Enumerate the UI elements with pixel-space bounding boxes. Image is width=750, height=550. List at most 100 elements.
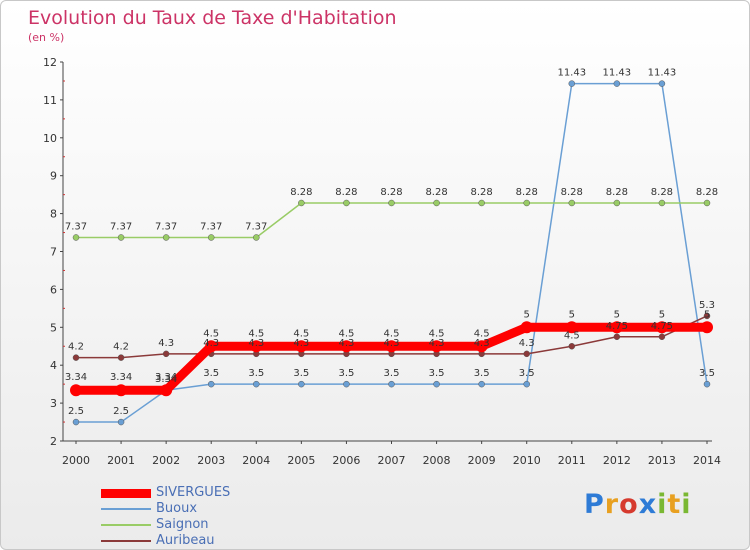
data-point xyxy=(70,384,82,397)
data-point xyxy=(610,321,623,334)
data-label: 8.28 xyxy=(290,187,312,198)
y-tick-label: 2 xyxy=(50,435,57,448)
data-label: 3.5 xyxy=(474,368,490,379)
y-tick-label: 6 xyxy=(50,283,57,296)
data-point xyxy=(343,380,350,388)
data-label: 4.2 xyxy=(68,342,84,353)
data-point xyxy=(565,321,578,334)
data-point xyxy=(475,340,488,353)
unit-label: (en %) xyxy=(28,31,65,44)
data-point xyxy=(388,380,395,388)
data-point xyxy=(117,234,125,241)
data-point xyxy=(298,380,305,388)
data-label: 8.28 xyxy=(380,187,402,198)
data-label: 4.3 xyxy=(203,338,219,349)
data-point xyxy=(253,380,260,388)
data-point xyxy=(162,350,170,358)
data-label: 4.5 xyxy=(474,328,490,339)
data-point xyxy=(701,321,713,334)
data-label: 3.5 xyxy=(384,368,400,379)
data-label: 4.5 xyxy=(564,330,580,341)
chart-title: Evolution du Taux de Taxe d'Habitation xyxy=(28,7,397,29)
data-point xyxy=(430,340,443,353)
legend-swatch xyxy=(101,524,151,526)
data-point xyxy=(343,199,350,207)
y-tick-label: 9 xyxy=(50,170,57,183)
x-tick-label: 2002 xyxy=(152,454,180,467)
y-tick-label: 8 xyxy=(50,208,57,221)
data-label: 11.43 xyxy=(648,68,677,79)
data-point xyxy=(250,340,263,353)
data-label: 4.2 xyxy=(113,342,129,353)
data-point xyxy=(72,418,80,426)
data-label: 4.3 xyxy=(248,338,264,349)
data-point xyxy=(72,234,80,241)
x-tick-label: 2001 xyxy=(107,454,135,467)
data-label: 4.3 xyxy=(338,338,354,349)
data-point xyxy=(568,199,576,207)
data-point xyxy=(295,340,308,353)
x-tick-label: 2013 xyxy=(648,454,676,467)
y-tick-label: 5 xyxy=(50,321,57,334)
data-point xyxy=(433,380,440,388)
data-point xyxy=(703,312,711,320)
data-label: 3.34 xyxy=(155,372,177,383)
legend-swatch xyxy=(101,540,151,542)
data-label: 8.28 xyxy=(561,187,583,198)
y-tick-label: 12 xyxy=(43,56,57,69)
data-point xyxy=(385,340,398,353)
data-label: 4.5 xyxy=(384,328,400,339)
data-label: 8.28 xyxy=(335,187,357,198)
data-label: 5 xyxy=(614,309,620,320)
data-label: 3.5 xyxy=(248,368,264,379)
data-point xyxy=(703,380,711,388)
data-label: 3.34 xyxy=(110,372,132,383)
data-point xyxy=(72,354,80,361)
data-point xyxy=(613,199,621,207)
data-label: 3.5 xyxy=(203,368,219,379)
data-label: 8.28 xyxy=(606,187,628,198)
data-label: 3.5 xyxy=(519,368,535,379)
y-tick-label: 10 xyxy=(43,132,57,145)
data-label: 4.75 xyxy=(606,321,628,332)
data-point xyxy=(205,340,218,353)
data-label: 3.34 xyxy=(65,372,87,383)
data-point xyxy=(253,234,260,241)
data-point xyxy=(613,333,621,341)
x-tick-label: 2012 xyxy=(603,454,631,467)
data-point xyxy=(658,80,666,87)
legend-label: Buoux xyxy=(156,501,198,516)
legend-label: Saignon xyxy=(156,517,209,532)
x-tick-label: 2000 xyxy=(62,454,90,467)
y-tick-label: 7 xyxy=(50,246,57,259)
legend-label: Auribeau xyxy=(156,533,215,548)
data-label: 4.3 xyxy=(293,338,309,349)
data-label: 4.3 xyxy=(158,338,174,349)
data-point xyxy=(115,384,128,397)
data-point xyxy=(658,333,666,341)
y-tick-label: 4 xyxy=(50,359,57,372)
data-label: 7.37 xyxy=(245,221,267,232)
data-label: 8.28 xyxy=(516,187,538,198)
x-tick-label: 2003 xyxy=(197,454,225,467)
data-label: 4.3 xyxy=(384,338,400,349)
x-tick-label: 2014 xyxy=(693,454,721,467)
data-point xyxy=(388,199,395,207)
data-label: 8.28 xyxy=(651,187,673,198)
data-label: 5 xyxy=(569,309,575,320)
data-point xyxy=(162,234,170,241)
data-label: 4.3 xyxy=(429,338,445,349)
data-point xyxy=(613,80,621,87)
data-label: 7.37 xyxy=(200,221,222,232)
legend-swatch xyxy=(101,508,151,510)
data-point xyxy=(478,380,485,388)
data-label: 5 xyxy=(659,309,665,320)
data-label: 3.5 xyxy=(699,368,715,379)
data-label: 3.5 xyxy=(293,368,309,379)
data-label: 4.3 xyxy=(519,338,535,349)
data-label: 4.75 xyxy=(651,321,673,332)
data-label: 7.37 xyxy=(110,221,132,232)
data-point xyxy=(207,234,215,241)
